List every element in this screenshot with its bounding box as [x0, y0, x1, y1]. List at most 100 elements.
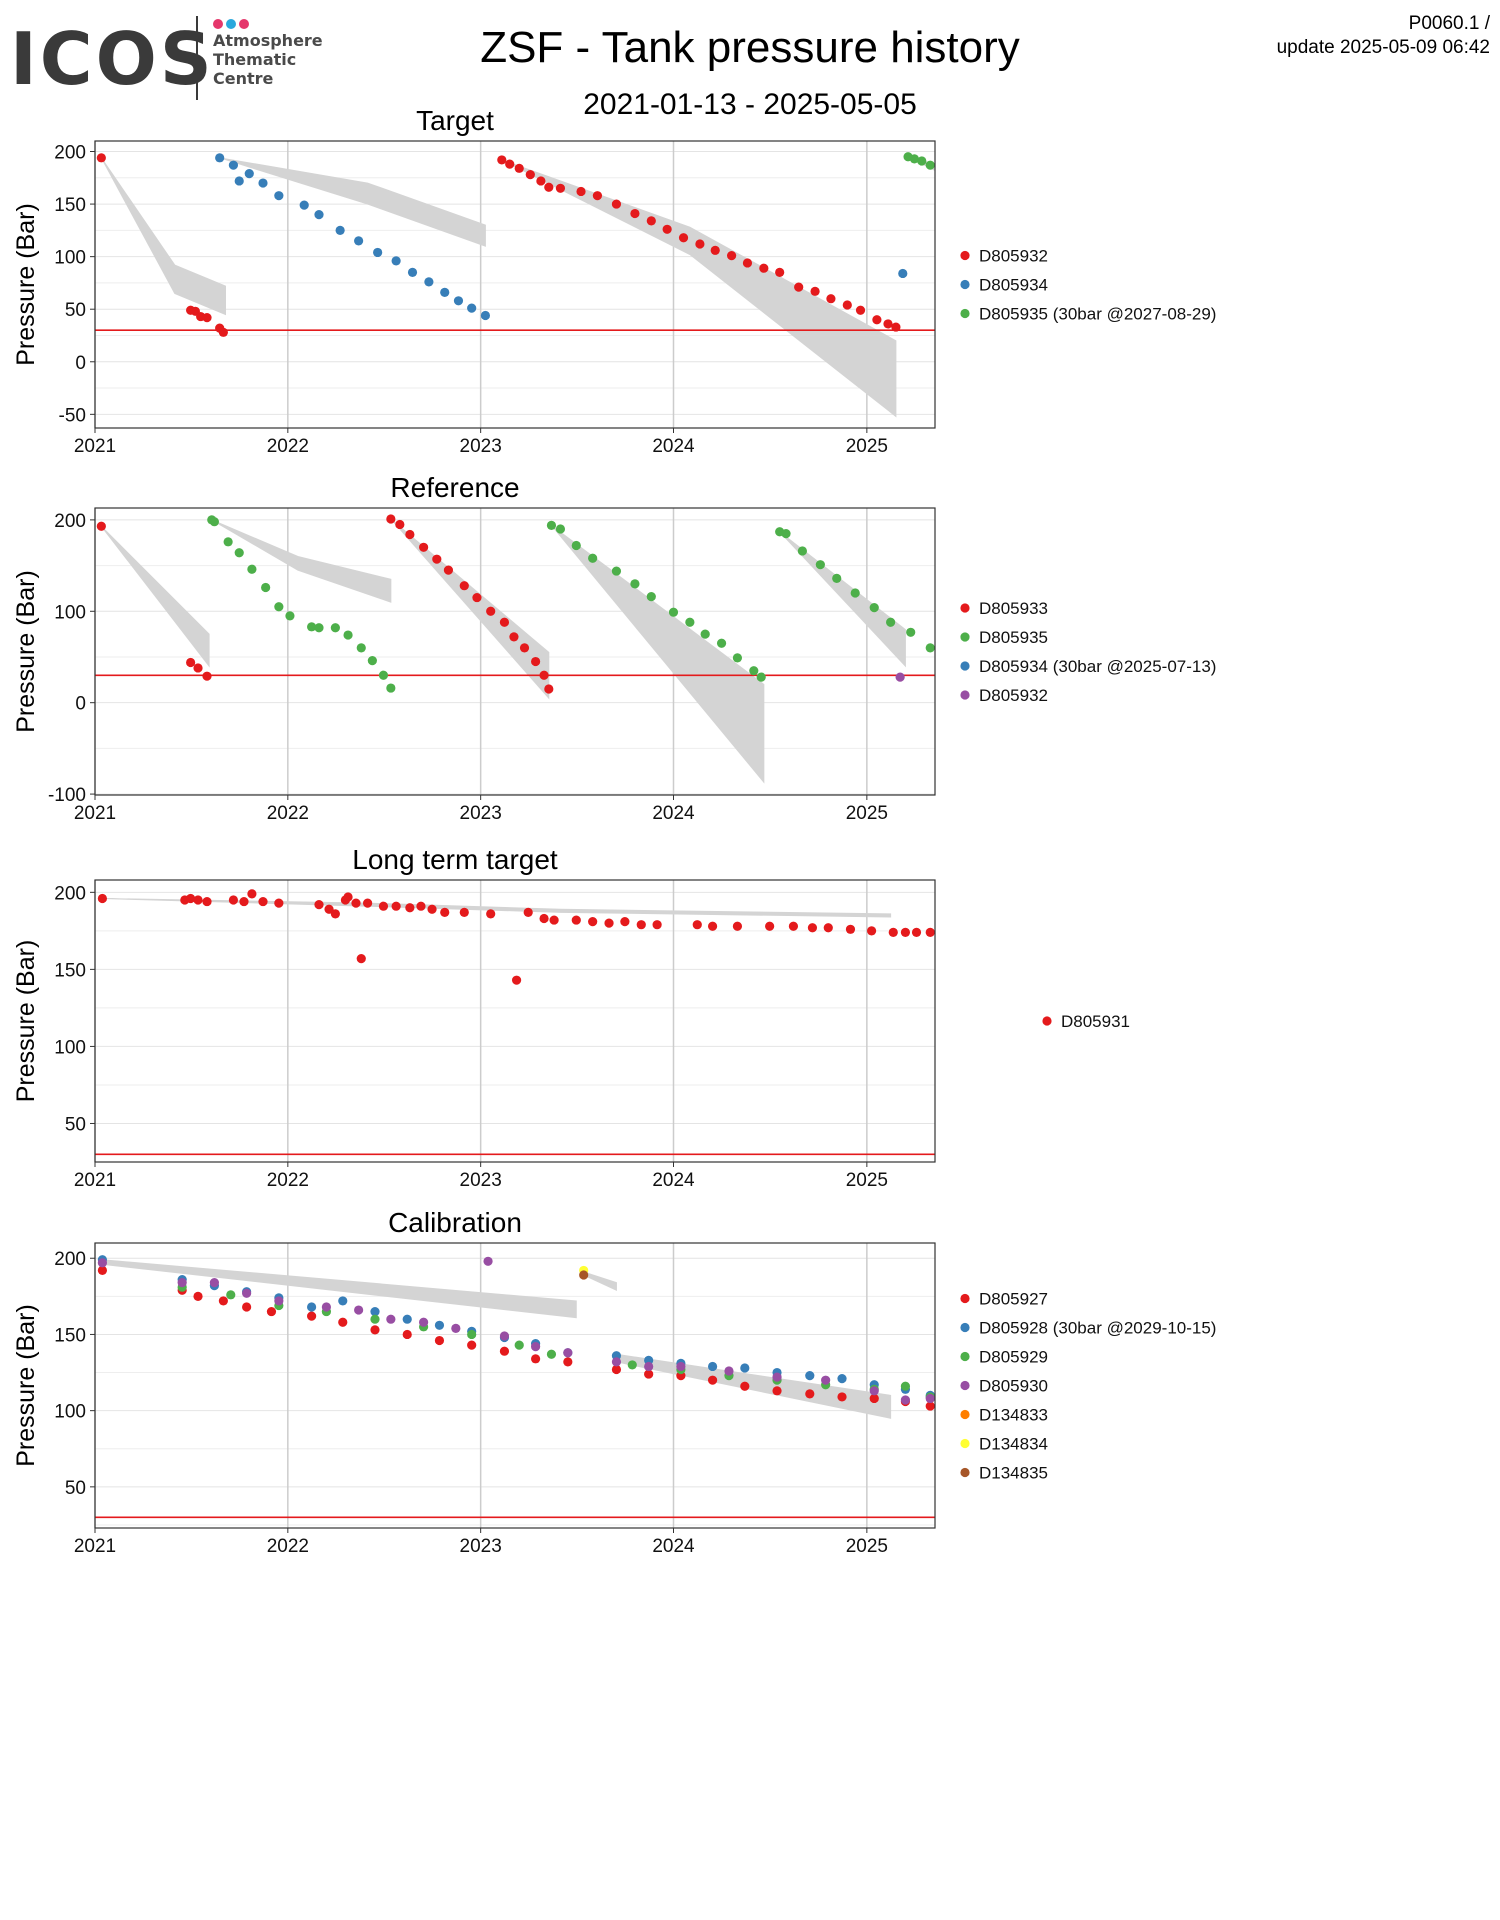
data-point	[338, 1296, 348, 1306]
data-point	[247, 889, 257, 899]
y-tick-label: -100	[48, 785, 86, 806]
data-point	[571, 540, 581, 551]
legend-marker	[960, 1351, 970, 1362]
data-point	[193, 1291, 203, 1301]
data-point	[732, 653, 743, 663]
data-point	[395, 519, 405, 530]
data-point	[742, 258, 753, 268]
data-point	[193, 895, 203, 905]
data-point	[258, 896, 268, 907]
data-point	[579, 1270, 589, 1280]
legend-label: D805932	[979, 247, 1048, 266]
data-point	[514, 163, 524, 173]
data-point	[193, 663, 203, 673]
data-point	[837, 1374, 847, 1384]
data-point	[386, 1314, 396, 1324]
data-point	[274, 1296, 284, 1306]
data-point	[459, 581, 469, 591]
data-point	[307, 1302, 317, 1312]
data-point	[909, 154, 919, 164]
x-tick-label: 2025	[846, 803, 888, 824]
data-point	[900, 1381, 911, 1391]
legend-label: D805934 (30bar @2025-07-13)	[979, 657, 1216, 676]
y-axis-label: Pressure (Bar)	[12, 570, 40, 733]
data-point	[274, 191, 284, 201]
data-point	[97, 1265, 107, 1276]
data-point	[531, 1354, 541, 1364]
data-point	[472, 592, 482, 603]
plot-frame	[94, 1242, 936, 1529]
y-tick-label: -50	[59, 405, 86, 426]
data-point	[810, 286, 820, 296]
data-point	[772, 1386, 782, 1396]
data-point	[775, 267, 785, 278]
data-point	[546, 1349, 557, 1359]
data-point	[307, 622, 317, 632]
data-point	[467, 1329, 477, 1340]
data-point	[636, 920, 646, 930]
data-point	[486, 909, 496, 919]
data-point	[338, 1317, 348, 1327]
data-point	[523, 907, 533, 917]
data-point	[391, 901, 401, 911]
data-point	[797, 546, 807, 556]
data-point	[555, 524, 566, 534]
data-point	[588, 553, 598, 563]
data-point	[511, 975, 522, 985]
data-point	[900, 927, 911, 937]
legend-label: D805929	[979, 1348, 1048, 1367]
data-point	[805, 1370, 815, 1381]
data-point	[823, 923, 833, 933]
data-point	[480, 310, 491, 321]
legend-label: D805931	[1061, 1012, 1130, 1031]
page-title: ZSF - Tank pressure history	[480, 23, 1020, 72]
data-point	[97, 1258, 107, 1268]
data-point	[911, 927, 922, 937]
data-point	[685, 617, 695, 627]
data-point	[707, 1375, 718, 1385]
data-point	[788, 921, 799, 931]
data-point	[228, 895, 239, 905]
legend-label: D134833	[979, 1406, 1048, 1425]
data-point	[611, 1364, 622, 1375]
data-point	[242, 1302, 252, 1312]
data-point	[370, 1306, 380, 1317]
data-point	[285, 611, 295, 621]
y-tick-label: 150	[54, 1325, 86, 1346]
legend-label: D805930	[979, 1377, 1048, 1396]
data-point	[314, 623, 324, 633]
data-point	[226, 1290, 236, 1300]
data-point	[925, 1393, 935, 1404]
data-point	[416, 901, 426, 911]
x-tick-label: 2022	[267, 1170, 309, 1191]
x-tick-label: 2023	[460, 1536, 502, 1557]
y-tick-label: 0	[75, 353, 86, 374]
data-point	[794, 282, 804, 292]
data-point	[837, 1392, 847, 1402]
data-point	[888, 927, 898, 937]
data-point	[700, 629, 710, 639]
data-point	[630, 579, 640, 589]
y-tick-label: 100	[54, 602, 86, 623]
y-tick-label: 100	[54, 1037, 86, 1058]
data-point	[707, 921, 718, 931]
x-tick-label: 2021	[74, 1170, 116, 1191]
data-point	[732, 921, 743, 931]
data-point	[434, 1320, 445, 1330]
legend-label: D805935	[979, 628, 1048, 647]
legend-marker	[1042, 1016, 1052, 1026]
data-point	[234, 176, 244, 186]
data-point	[459, 907, 469, 917]
plot-frame	[94, 879, 936, 1163]
legend-label: D805933	[979, 599, 1048, 618]
data-point	[356, 953, 366, 964]
data-point	[611, 566, 622, 576]
data-point	[531, 656, 541, 667]
data-point	[467, 1340, 477, 1350]
data-point	[314, 900, 324, 910]
forecast-band	[501, 159, 897, 418]
x-tick-label: 2022	[267, 803, 309, 824]
data-point	[202, 671, 212, 681]
legend-marker	[960, 690, 970, 700]
